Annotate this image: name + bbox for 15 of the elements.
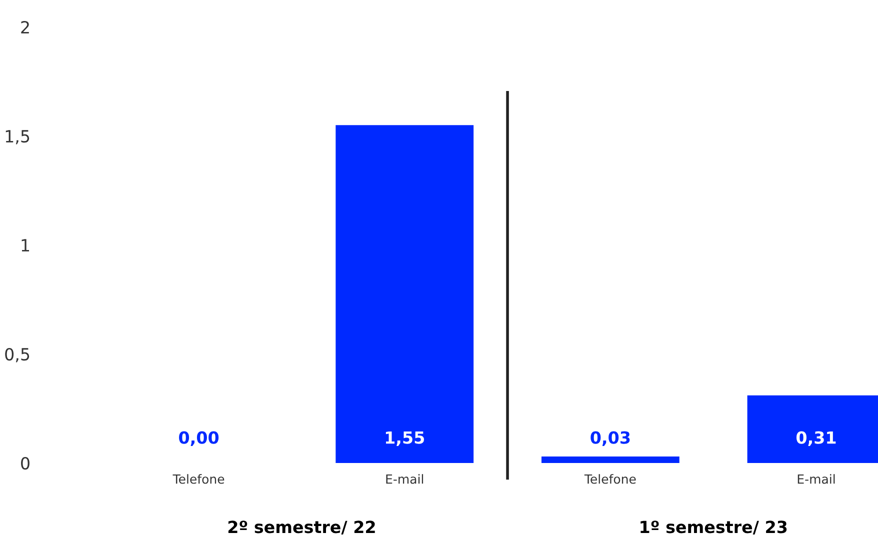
text: 2º semestre/ 22 <box>228 520 375 535</box>
y-tick-label: 1,5 <box>6 130 30 144</box>
data-label: 1,55 <box>386 431 424 446</box>
y-tick-label: 0 <box>21 456 30 470</box>
data-label: 0,31 <box>796 431 836 446</box>
data-label: 0,00 <box>179 431 219 446</box>
y-tick-label: 0,5 <box>5 348 30 362</box>
text: 1º semestre/ 23 <box>640 520 787 535</box>
x-tick-label: E-mail <box>386 474 424 484</box>
x-tick-label: Telefone <box>172 474 224 484</box>
y-tick-label: 2 <box>21 20 29 34</box>
x-tick-label: Telefone <box>584 474 636 484</box>
x-tick-label: E-mail <box>798 474 835 484</box>
y-tick-label: 1 <box>22 239 30 252</box>
data-label: 0,03 <box>590 431 630 446</box>
